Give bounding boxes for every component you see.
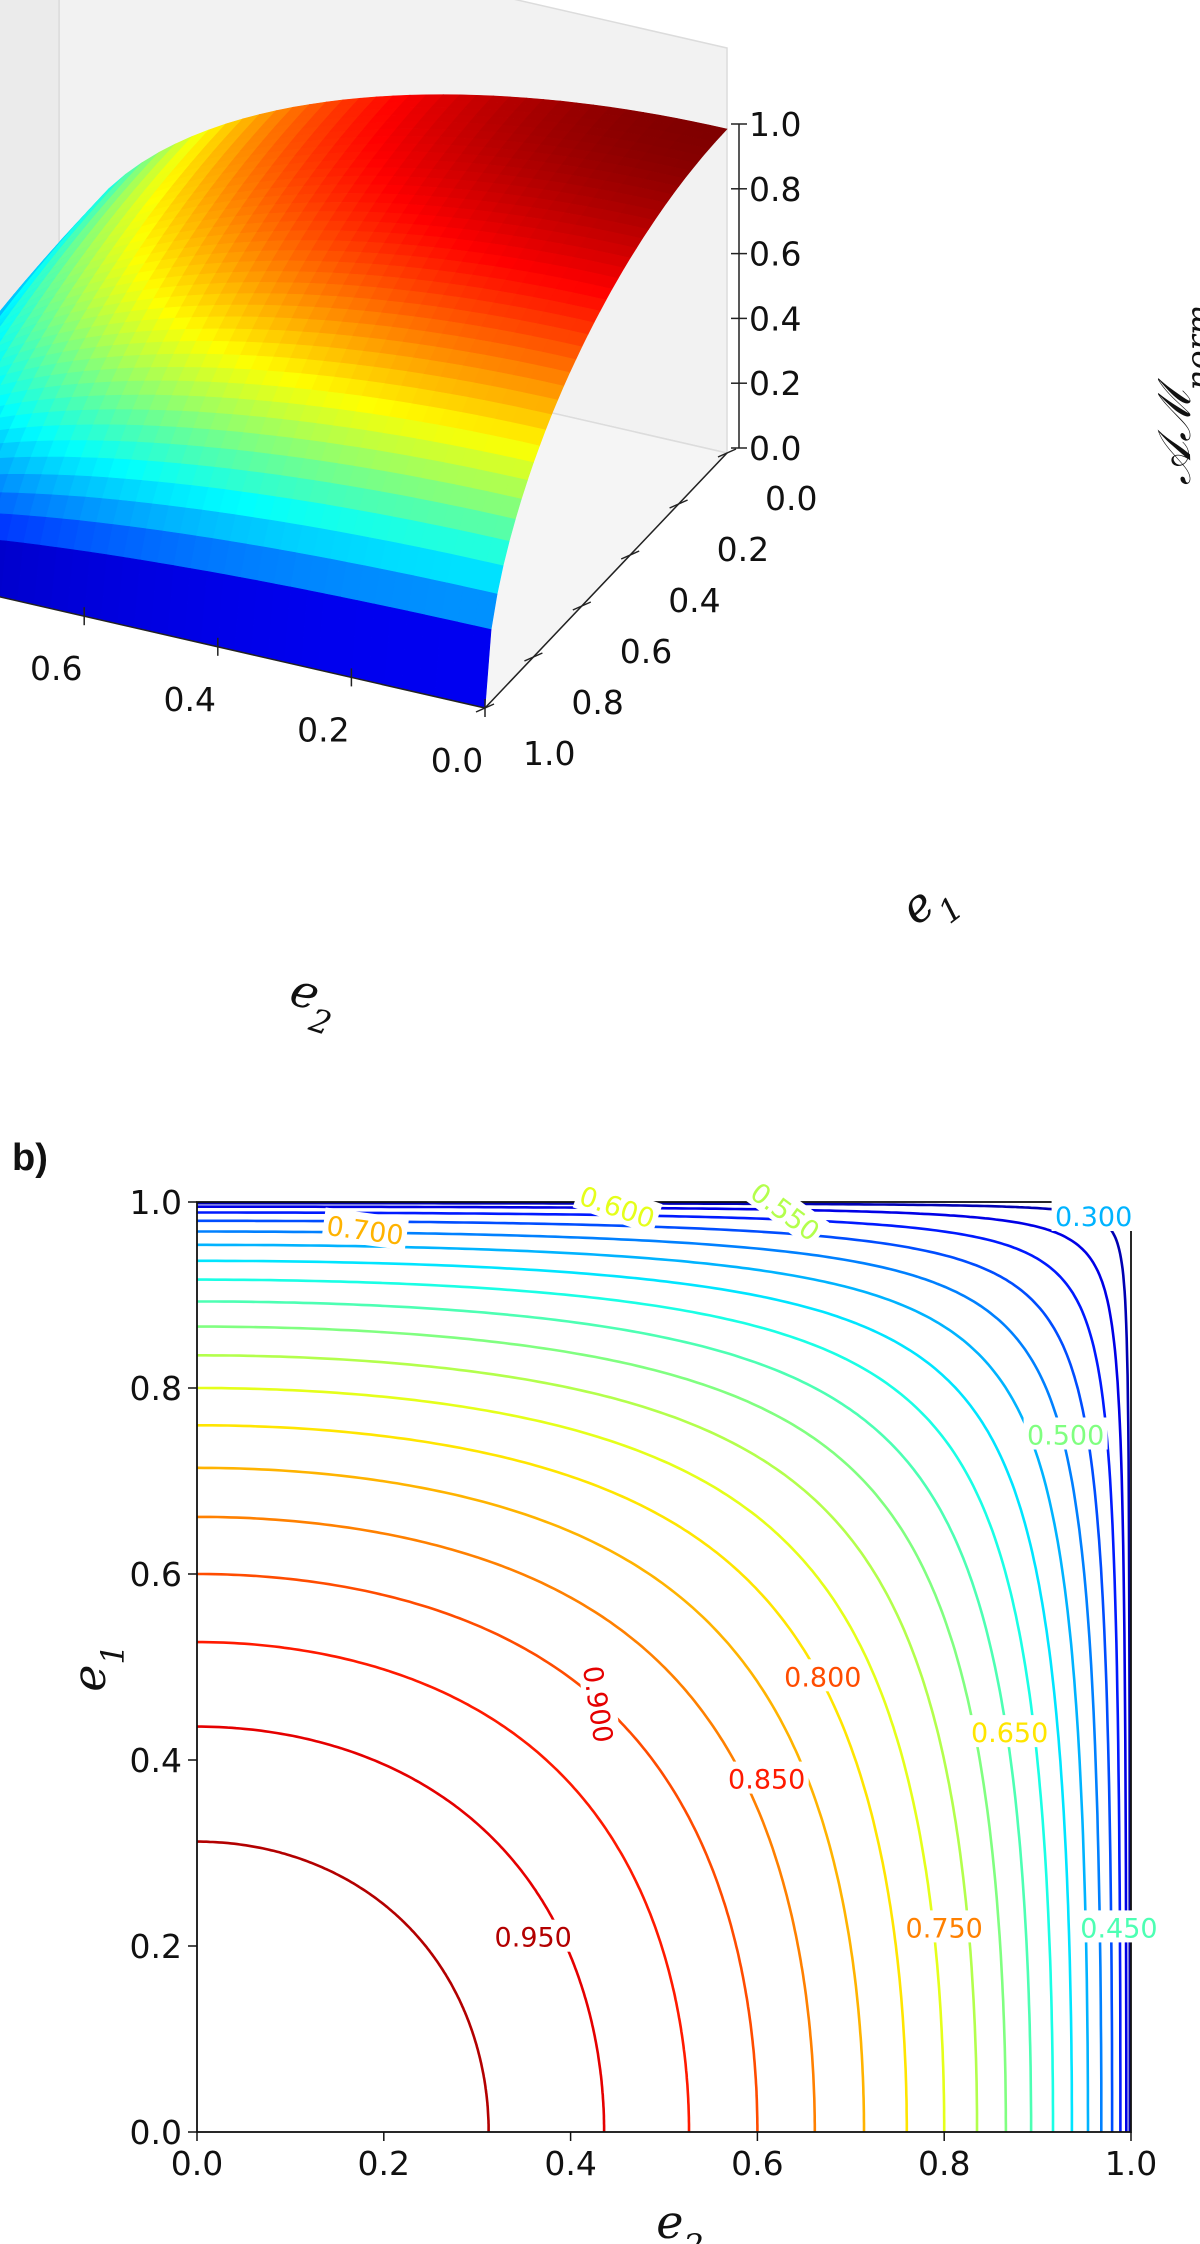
contour-label: 0.850 <box>724 1761 809 1796</box>
y-tick-mark <box>620 550 640 560</box>
contour-line <box>197 1640 691 2132</box>
y-tick-label: 0.2 <box>717 530 769 569</box>
surface-plot-axes: 0.0 0.2 0.4 0.6 0.8 1.0 0.0 0.2 0.4 0.6 0.8 1.0 0.0 0… <box>0 105 817 780</box>
panel-a: a) 0.00.20.40.60.81.00.00.20.40.60.81.00… <box>0 0 1200 1043</box>
contour-y-tick-label: 0.0 <box>130 2113 182 2152</box>
y-tick-mark <box>572 601 592 611</box>
contour-label-text: 0.300 <box>1055 1202 1132 1233</box>
contour-label-text: 0.850 <box>728 1765 805 1796</box>
contour-label-text: 0.750 <box>906 1913 983 1944</box>
x-tick-label: 0.2 <box>297 710 349 749</box>
y-tick-mark <box>475 703 495 713</box>
z-tick-label: 0.0 <box>749 429 801 468</box>
contour-label: 0.650 <box>967 1715 1052 1749</box>
contour-line <box>197 1230 1103 2132</box>
y-axis-line <box>484 452 728 709</box>
contour-line <box>197 1386 946 2132</box>
contour-label: 0.900 <box>576 1660 622 1748</box>
y-tick-label: 0.8 <box>571 683 623 722</box>
contour-line <box>197 1243 1090 2132</box>
contour-label: 0.800 <box>780 1659 865 1693</box>
contour-label-text: 0.450 <box>1080 1913 1157 1944</box>
contour-line <box>197 1300 1033 2132</box>
contour-line <box>197 1259 1074 2132</box>
z-tick-label: 1.0 <box>749 105 801 144</box>
contour-y-tick-label: 0.8 <box>130 1369 182 1408</box>
contour-line <box>197 1572 759 2132</box>
contour-y-axis-label: e1 <box>62 1644 132 1692</box>
y-axis-label: e1 <box>890 863 971 947</box>
contour-line <box>197 1205 1128 2132</box>
x-axis-line <box>0 596 486 709</box>
contour-line <box>197 1840 490 2132</box>
contour-label: 0.600 <box>572 1177 663 1235</box>
contour-label: 0.500 <box>1023 1417 1108 1452</box>
z-tick-label: 0.4 <box>749 299 801 338</box>
panel-b-label: b) <box>12 1137 48 1179</box>
contour-x-tick-label: 0.2 <box>358 2144 410 2183</box>
y-tick-mark <box>669 499 688 509</box>
surface-patch <box>0 442 5 454</box>
z-tick-label: 0.6 <box>749 235 801 274</box>
contour-x-tick-label: 1.0 <box>1105 2144 1157 2183</box>
contour-label-text: 0.650 <box>971 1718 1048 1749</box>
contour-label: 0.300 <box>1051 1199 1136 1233</box>
z-axis-label: 𝒜ℳnorm <box>1147 305 1200 486</box>
y-tick-mark <box>524 652 543 662</box>
contour-label-text: 0.950 <box>495 1923 572 1954</box>
x-tick-label: 0.4 <box>164 680 216 719</box>
contour-line <box>197 1354 979 2132</box>
panel-b: b) 0.00.00.20.20.40.40.60.60.80.81.01.0 … <box>12 1137 1161 2244</box>
surface-plot-mesh <box>0 94 728 709</box>
y-tick-label: 0.4 <box>668 581 720 620</box>
contour-line <box>197 1211 1122 2132</box>
contour-y-tick-label: 0.2 <box>130 1927 182 1966</box>
contour-x-axis-label: e2 <box>656 2195 704 2244</box>
contour-x-tick-label: 0.6 <box>731 2144 783 2183</box>
contour-line <box>197 1278 1055 2132</box>
contour-label: 0.450 <box>1076 1910 1161 1944</box>
contour-label-text: 0.500 <box>1027 1421 1104 1452</box>
contour-line <box>196 1466 866 2132</box>
x-tick-label: 0.6 <box>30 649 82 688</box>
contour-line <box>197 1725 606 2132</box>
contour-line <box>197 1515 817 2132</box>
contour-x-tick-label: 0.0 <box>171 2144 223 2183</box>
contour-label-text: 0.800 <box>784 1662 861 1693</box>
contour-plot-lines <box>196 1201 1132 2132</box>
contour-y-tick-label: 1.0 <box>130 1183 182 1222</box>
y-tick-label: 0.0 <box>765 479 817 518</box>
contour-line <box>197 1424 909 2132</box>
z-tick-label: 0.8 <box>749 170 801 209</box>
contour-plot-axes: 0.00.0 0.2 0.2 0.4 0.4 0.6 0.6 0.8 0.8 1.0 1.0 <box>130 1183 1158 2183</box>
contour-label: 0.750 <box>902 1910 987 1944</box>
y-tick-label: 1.0 <box>523 734 575 773</box>
contour-label: 0.950 <box>491 1919 576 1954</box>
contour-label-text: 0.900 <box>576 1664 618 1745</box>
contour-x-tick-label: 0.4 <box>544 2144 596 2183</box>
z-tick-label: 0.2 <box>749 364 801 403</box>
contour-y-tick-label: 0.4 <box>130 1741 182 1780</box>
contour-line <box>197 1325 1008 2132</box>
y-tick-mark <box>717 448 737 458</box>
plot-frame <box>196 1201 1132 2133</box>
x-axis-label: e2 <box>279 962 346 1043</box>
contour-x-tick-label: 0.8 <box>918 2144 970 2183</box>
y-tick-label: 0.6 <box>620 632 672 671</box>
contour-y-tick-label: 0.6 <box>130 1555 182 1594</box>
x-tick-label: 0.0 <box>431 741 483 780</box>
contour-line <box>197 1219 1114 2132</box>
